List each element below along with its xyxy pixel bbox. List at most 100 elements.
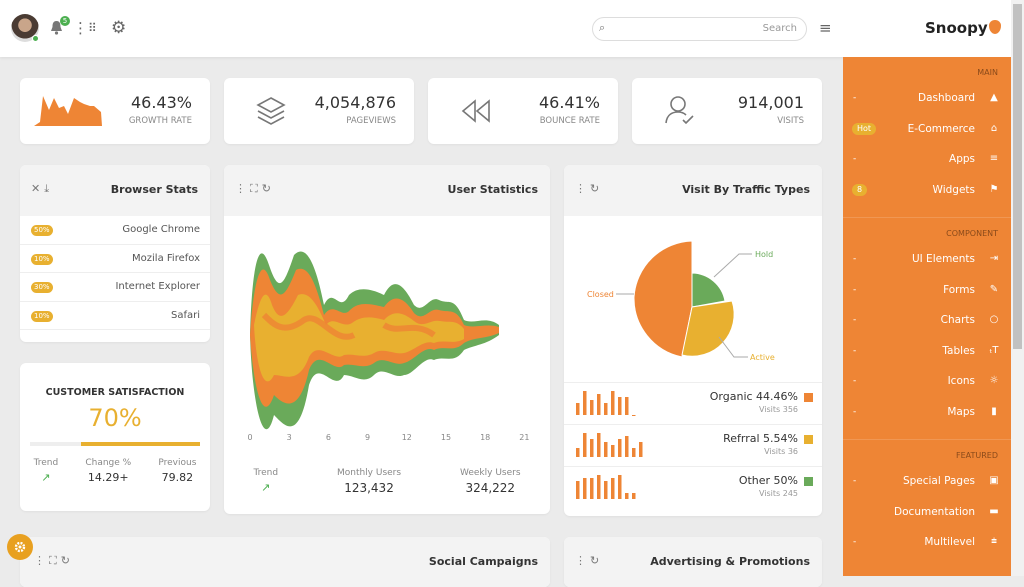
pie-label-closed: Closed	[587, 290, 614, 299]
browser-row: 50% Google Chrome	[20, 216, 210, 245]
sidebar-section-title: MAIN	[977, 68, 998, 77]
trend-label: Trend	[253, 468, 279, 478]
sparkline-bar	[618, 397, 622, 415]
apps-grid-icon[interactable]: ⠿	[88, 21, 97, 35]
card-title: CUSTOMER SATISFACTION	[45, 387, 185, 398]
change-label: Change %	[85, 458, 132, 468]
expand-indicator: -	[853, 315, 857, 325]
sidebar-badge: 8	[852, 183, 868, 196]
sidebar-badge: Hot	[852, 122, 877, 135]
sidebar-item-charts[interactable]: - Charts ○	[843, 305, 1011, 336]
customer-satisfaction-card: CUSTOMER SATISFACTION 70% Trend ↗ Change …	[20, 363, 210, 511]
sparkline-bar	[597, 433, 601, 457]
previous-label: Previous	[158, 458, 197, 468]
sidebar: MAIN - Dashboard ▲ Hot E-Commerce ⌂ - Apps ≡ 8 Widg…	[843, 57, 1011, 576]
sparkline-bar	[611, 445, 615, 457]
close-icon[interactable]: ✕	[31, 182, 45, 195]
sidebar-item-label: Tables	[942, 344, 975, 357]
user-statistics-card: ⋮⛶↻ User Statistics 0 3 6 9 12 15 18 21 Trend ↗ M…	[224, 165, 550, 514]
sparkline-bar	[632, 493, 636, 499]
change-value: 14.29+	[87, 471, 129, 484]
sidebar-item-label: Dashboard	[918, 92, 975, 104]
sparkline-bar	[583, 433, 587, 457]
refresh-icon[interactable]: ↻	[60, 554, 74, 567]
sidebar-item-label: Maps	[947, 405, 975, 418]
more-vertical-icon[interactable]: ⋮	[575, 554, 590, 567]
stat-card-growth: 46.43% GROWTH RATE	[20, 78, 210, 144]
browser-row: 30% Internet Explorer	[20, 273, 210, 302]
sidebar-item-label: UI Elements	[911, 253, 975, 265]
sidebar-item-widgets[interactable]: 8 Widgets ⚑	[843, 175, 1011, 206]
expand-indicator: -	[853, 476, 857, 486]
sparkline-bar	[604, 442, 608, 457]
menu-toggle-icon[interactable]: ≡	[819, 19, 832, 37]
sidebar-item-special-pages[interactable]: - Special Pages ▣	[843, 466, 1011, 497]
sidebar-item-icons[interactable]: - Icons ☼	[843, 366, 1011, 397]
sidebar-item-dashboard[interactable]: - Dashboard ▲	[843, 83, 1011, 114]
more-vertical-icon[interactable]: ⋮	[575, 182, 590, 195]
traffic-sparkline	[576, 433, 643, 457]
expand-indicator: -	[853, 254, 857, 264]
pie-slice-closed	[633, 240, 693, 358]
x-tick-label: 6	[326, 433, 331, 442]
browser-row: 10% Mozila Firefox	[20, 245, 210, 273]
browser-stats-card: ✕⤓ Browser Stats 50% Google Chrome 10% Mozil…	[20, 165, 210, 342]
sidebar-item-maps[interactable]: - Maps ▮	[843, 397, 1011, 428]
expand-icon[interactable]: ⛶	[250, 182, 262, 195]
refresh-icon[interactable]: ↻	[261, 182, 275, 195]
stat-card-visits: 914,001 VISITS	[632, 78, 822, 144]
sidebar-item-multilevel[interactable]: - Multilevel ⩧	[843, 527, 1011, 558]
sidebar-item-label: Multilevel	[924, 536, 975, 548]
sparkline-bar	[597, 475, 601, 499]
traffic-name: Refrral 5.54%	[723, 432, 798, 445]
expand-indicator: -	[853, 93, 857, 103]
sparkline-bar	[590, 478, 594, 499]
sidebar-item-label: Forms	[943, 283, 975, 296]
refresh-icon[interactable]: ↻	[590, 554, 604, 567]
sidebar-item-e-commerce[interactable]: Hot E-Commerce ⌂	[843, 114, 1011, 145]
more-vertical-icon[interactable]: ⋮	[34, 554, 49, 567]
sparkline-bar	[632, 415, 636, 416]
sparkline-bar	[590, 439, 594, 457]
download-icon[interactable]: ⤓	[44, 182, 54, 195]
refresh-icon[interactable]: ↻	[590, 182, 604, 195]
sparkline-bar	[583, 391, 587, 415]
rewind-icon	[461, 99, 490, 123]
x-tick-label: 0	[247, 433, 252, 442]
card-title: Advertising & Promotions	[650, 555, 810, 568]
notification-badge: 5	[60, 16, 70, 26]
weekly-users-value: 324,222	[465, 481, 516, 495]
charts-icon: ○	[989, 314, 999, 325]
sidebar-section-title: FEATURED	[955, 451, 998, 460]
icons-icon: ☼	[989, 375, 999, 386]
sidebar-item-tables[interactable]: - Tables ₜT	[843, 336, 1011, 367]
scrollbar[interactable]	[1011, 0, 1024, 576]
browser-name: Safari	[170, 309, 200, 321]
stat-card-pageviews: 4,054,876 PAGEVIEWS	[224, 78, 414, 144]
settings-fab[interactable]	[7, 534, 33, 560]
area-chart-icon	[34, 96, 102, 126]
browser-pct-badge: 30%	[31, 282, 53, 293]
stat-value: 914,001	[737, 93, 804, 112]
sidebar-item-forms[interactable]: - Forms ✎	[843, 275, 1011, 306]
avatar[interactable]	[11, 14, 39, 42]
e-commerce-icon: ⌂	[990, 122, 998, 134]
search-input[interactable]: ⌕ Search	[592, 17, 807, 41]
more-vertical-icon[interactable]: ⋮	[235, 182, 250, 195]
bell-icon[interactable]	[50, 20, 63, 35]
gear-icon[interactable]: ⚙	[111, 18, 127, 38]
sidebar-item-documentation[interactable]: Documentation ▬	[843, 497, 1011, 528]
browser-pct-badge: 50%	[31, 225, 53, 236]
sidebar-item-apps[interactable]: - Apps ≡	[843, 144, 1011, 175]
sparkline-bar	[604, 403, 608, 415]
sparkline-bar	[625, 436, 629, 457]
stat-card-bounce: 46.41% BOUNCE RATE	[428, 78, 618, 144]
pie-label-active: Active	[750, 353, 775, 362]
traffic-row: Organic 44.46% Visits 356	[564, 382, 822, 424]
expand-icon[interactable]: ⛶	[49, 554, 61, 567]
more-vertical-icon[interactable]: ⋮	[73, 19, 88, 37]
sidebar-item-label: Documentation	[894, 505, 975, 518]
pie-label-leader-lines	[616, 253, 752, 358]
traffic-visits: Visits 36	[764, 447, 798, 456]
sidebar-item-ui-elements[interactable]: - UI Elements ⇥	[843, 244, 1011, 275]
